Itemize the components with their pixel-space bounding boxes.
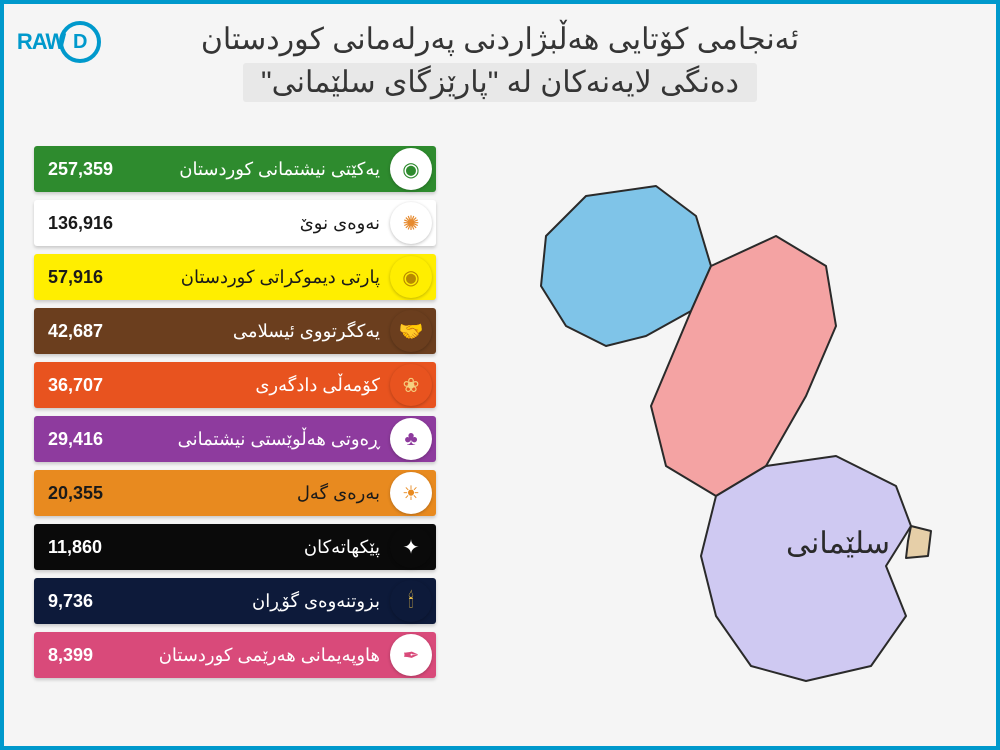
- party-bar: بزوتنەوەی گۆڕان9,736🕯: [34, 578, 436, 624]
- party-bar: پارتی دیموکراتی کوردستان57,916◉: [34, 254, 436, 300]
- party-icon: ✦: [390, 526, 432, 568]
- party-bar: پێکهاتەکان11,860✦: [34, 524, 436, 570]
- party-votes: 57,916: [48, 267, 130, 288]
- party-votes: 9,736: [48, 591, 130, 612]
- header: ئەنجامی کۆتایی هەڵبژاردنی پەرلەمانی کورد…: [4, 4, 996, 116]
- party-votes: 29,416: [48, 429, 130, 450]
- logo-letter: D: [59, 21, 101, 63]
- draw-logo: D RAW: [14, 14, 104, 70]
- map-area: سلێمانی: [466, 136, 966, 716]
- party-votes: 36,707: [48, 375, 130, 396]
- map-label: سلێمانی: [786, 526, 890, 561]
- party-icon: ☀: [390, 472, 432, 514]
- party-votes: 20,355: [48, 483, 130, 504]
- party-bar: ڕەوتی هەڵوێستی نیشتمانی29,416♣: [34, 416, 436, 462]
- party-votes: 257,359: [48, 159, 130, 180]
- party-bar: کۆمەڵی دادگەری36,707❀: [34, 362, 436, 408]
- party-icon: ◉: [390, 148, 432, 190]
- party-votes: 8,399: [48, 645, 130, 666]
- party-icon: ❀: [390, 364, 432, 406]
- party-bar: یەکگرتووی ئیسلامی42,687🤝: [34, 308, 436, 354]
- party-icon: ♣: [390, 418, 432, 460]
- map-region-south: [701, 456, 911, 681]
- party-bar: هاوپەیمانی هەرێمی کوردستان8,399✒: [34, 632, 436, 678]
- logo-text: RAW: [17, 29, 65, 55]
- party-bar: یەکێتی نیشتمانی کوردستان257,359◉: [34, 146, 436, 192]
- party-icon: ✺: [390, 202, 432, 244]
- map-region-east-tiny: [906, 526, 931, 558]
- party-icon: ✒: [390, 634, 432, 676]
- party-icon: 🕯: [390, 580, 432, 622]
- party-bars: یەکێتی نیشتمانی کوردستان257,359◉نەوەی نو…: [34, 136, 436, 716]
- party-votes: 136,916: [48, 213, 130, 234]
- party-votes: 11,860: [48, 537, 130, 558]
- title-line-2: دەنگی لایەنەکان لە "پارێزگای سلێمانی": [243, 63, 757, 102]
- party-bar: نەوەی نوێ136,916✺: [34, 200, 436, 246]
- content-area: سلێمانی یەکێتی نیشتمانی کوردستان257,359◉…: [4, 116, 996, 746]
- party-icon: ◉: [390, 256, 432, 298]
- party-bar: بەرەی گەل20,355☀: [34, 470, 436, 516]
- party-votes: 42,687: [48, 321, 130, 342]
- infographic-frame: D RAW ئەنجامی کۆتایی هەڵبژاردنی پەرلەمان…: [0, 0, 1000, 750]
- title-line-1: ئەنجامی کۆتایی هەڵبژاردنی پەرلەمانی کورد…: [124, 22, 876, 57]
- party-icon: 🤝: [390, 310, 432, 352]
- province-map: [466, 136, 966, 716]
